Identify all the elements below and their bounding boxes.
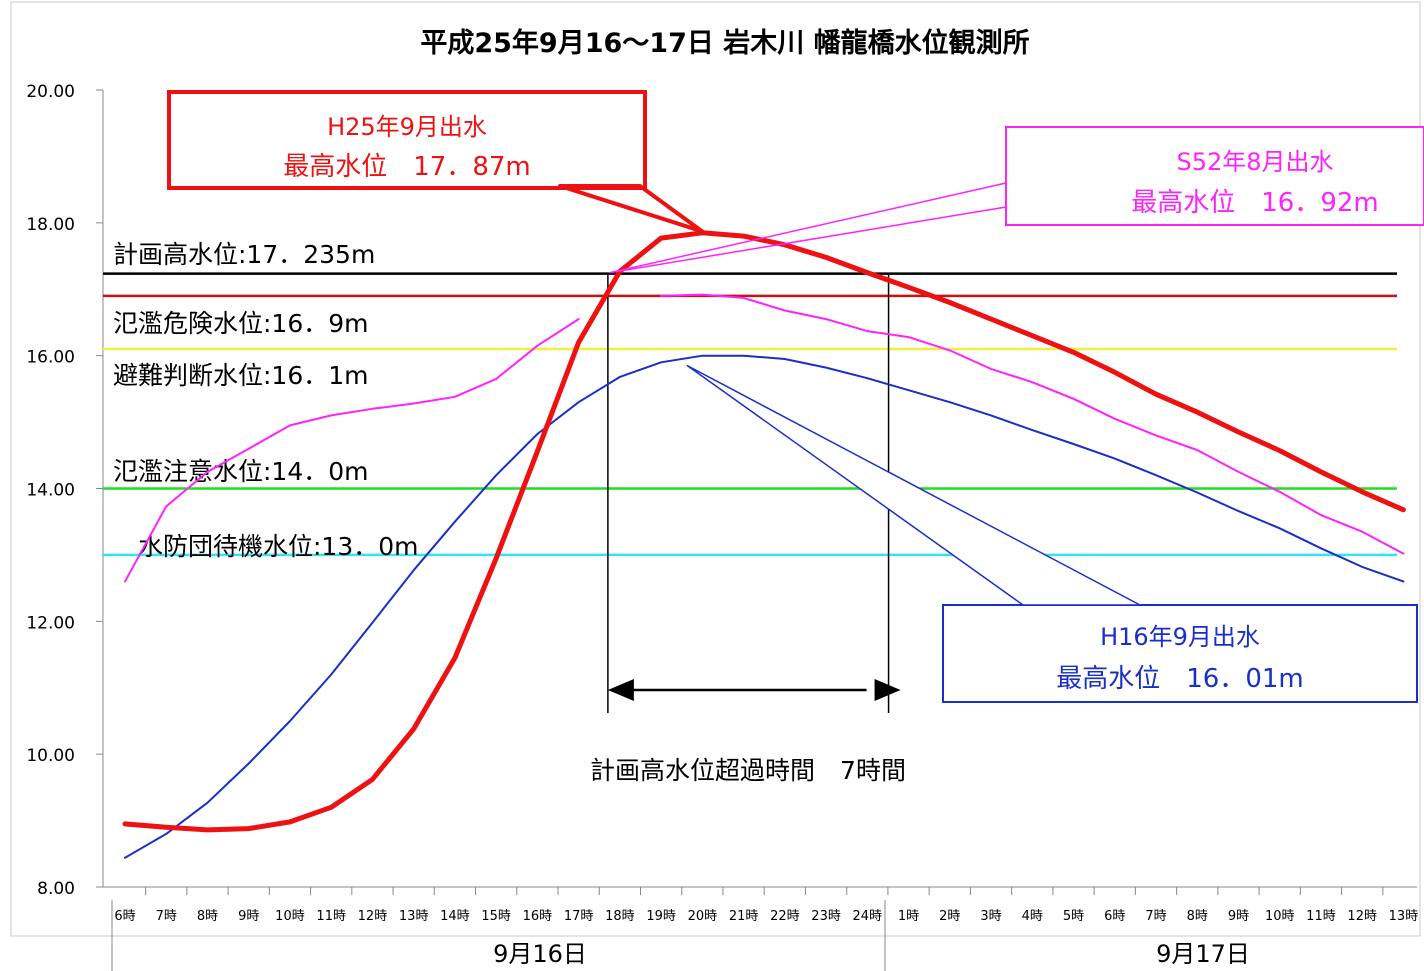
x-tick-label: 7時	[156, 909, 177, 924]
x-tick-label: 21時	[729, 909, 759, 924]
x-tick-label: 9時	[238, 909, 259, 924]
exceedance-arrow-left-head	[607, 679, 634, 701]
date-group-label: 9月16日	[493, 940, 587, 968]
y-tick-label: 16.00	[26, 348, 75, 368]
series-line	[122, 230, 1406, 833]
x-tick-label: 17時	[564, 909, 594, 924]
x-tick-label: 4時	[1022, 909, 1043, 924]
x-tick-label: 7時	[1145, 909, 1166, 924]
callout-box	[167, 90, 647, 190]
exceedance-label: 計画高水位超過時間 7時間	[590, 756, 906, 785]
reference-line-label: 氾濫危険水位:16．9m	[113, 309, 369, 338]
chart-title: 平成25年9月16～17日 岩木川 幡龍橋水位観測所	[420, 27, 1029, 59]
x-tick-label: 15時	[481, 909, 511, 924]
x-tick-label: 11時	[1306, 909, 1336, 924]
x-tick-label: 12時	[358, 909, 388, 924]
y-tick-label: 12.00	[26, 613, 75, 633]
x-tick-label: 6時	[114, 909, 135, 924]
x-tick-label: 18時	[605, 909, 635, 924]
x-tick-label: 3時	[980, 909, 1001, 924]
x-tick-label: 20時	[688, 909, 718, 924]
x-tick-label: 9時	[1228, 909, 1249, 924]
reference-line-label: 避難判断水位:16．1m	[113, 361, 369, 390]
x-tick-label: 14時	[440, 909, 470, 924]
x-tick-label: 23時	[811, 909, 841, 924]
series-line	[124, 354, 1405, 859]
callout-pointer	[686, 364, 1141, 606]
x-tick-label: 5時	[1063, 909, 1084, 924]
y-tick-label: 20.00	[26, 82, 75, 102]
reference-lines: 計画高水位:17．235m 氾濫危険水位:16．9m 避難判断水位:16．1m 氾濫注…	[103, 240, 1397, 561]
x-tick-label: 19時	[646, 909, 676, 924]
x-tick-label: 10時	[275, 909, 305, 924]
x-tick-label: 10時	[1265, 909, 1295, 924]
reference-line-label: 水防団待機水位:13．0m	[138, 532, 419, 561]
y-axis-ticks: 8.00 10.00 12.00 14.00 16.00 18.00 20.00	[26, 82, 104, 899]
x-tick-label: 8時	[1187, 909, 1208, 924]
callout-box	[1005, 126, 1424, 226]
callout-peak-value: 最高水位 17．87m	[283, 152, 531, 182]
callout-pointer	[609, 182, 1007, 274]
y-tick-label: 14.00	[26, 481, 75, 501]
callout-peak-value: 最高水位 16．92m	[1131, 188, 1379, 218]
x-axis: 6時 7時 8時 9時 10時 11時 12時 13時 14時 15時 16時 17時 18時 19時 20…	[103, 886, 1419, 971]
date-group-label: 9月17日	[1156, 940, 1250, 968]
callout-peak-value: 最高水位 16．01m	[1056, 664, 1304, 694]
exceedance-arrow-right-head	[874, 679, 901, 701]
reference-line-label: 氾濫注意水位:14．0m	[113, 457, 369, 486]
series-line	[124, 293, 1405, 583]
x-tick-label: 22時	[770, 909, 800, 924]
callout-title: H25年9月出水	[327, 113, 487, 141]
callout-box	[942, 604, 1418, 703]
callout-title: S52年8月出水	[1176, 148, 1333, 176]
exceedance-marker: 計画高水位超過時間 7時間	[590, 275, 906, 785]
x-tick-label: 16時	[523, 909, 553, 924]
x-tick-label: 6時	[1104, 909, 1125, 924]
series-lines	[122, 230, 1406, 859]
y-tick-label: 10.00	[26, 746, 75, 766]
x-tick-label: 1時	[898, 909, 919, 924]
callout-title: H16年9月出水	[1100, 623, 1260, 651]
x-tick-label: 12時	[1347, 909, 1377, 924]
callout-pointer	[558, 184, 705, 234]
x-tick-label: 13時	[399, 909, 429, 924]
x-tick-label: 13時	[1389, 909, 1419, 924]
y-tick-label: 18.00	[26, 215, 75, 235]
x-tick-label: 8時	[197, 909, 218, 924]
reference-line-label: 計画高水位:17．235m	[113, 240, 375, 269]
x-tick-label: 24時	[853, 909, 883, 924]
x-tick-label: 2時	[939, 909, 960, 924]
y-tick-label: 8.00	[37, 879, 75, 899]
x-tick-label: 11時	[316, 909, 346, 924]
